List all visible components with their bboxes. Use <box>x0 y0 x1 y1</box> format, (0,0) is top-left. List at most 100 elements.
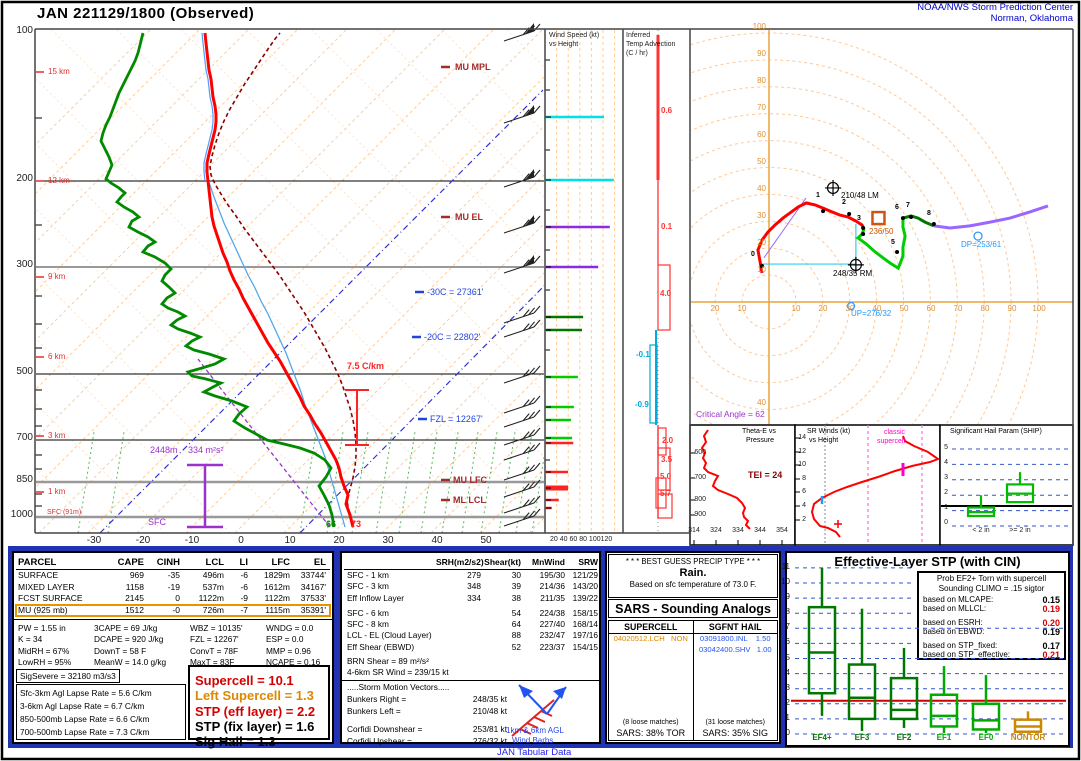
annotation-minus30c: -30C = 27361' <box>427 287 484 297</box>
annotation-eff-srh: 334 m²s² <box>188 445 224 455</box>
sars-hail-loose-matches: (31 loose matches) <box>705 719 766 726</box>
prob-header-1: Prob EF2+ Torn with supercell <box>936 574 1047 583</box>
annotation-eff-depth: 2448m <box>150 445 178 455</box>
sars-hail-match[interactable]: 03042400.SHV 1.00 <box>698 644 772 654</box>
annotation-lapse-rate: 7.5 C/km <box>347 361 385 371</box>
thetae-x-344: 344 <box>754 527 766 534</box>
prob-row-ebwd: based on EBWD: 0.19 <box>923 626 1060 637</box>
parcel-row-mu-highlighted: MU (925 mb) 1512 -0 726m -7 1115m 35391' <box>15 603 331 617</box>
adv-value-7: 3.5 <box>661 455 673 464</box>
hodo-h-90: 90 <box>1007 304 1017 313</box>
temp-label-20: 20 <box>333 535 345 546</box>
divider <box>14 619 332 620</box>
supercell-composite: Supercell = 10.1 <box>195 673 294 688</box>
hodo-v-40: 40 <box>757 184 766 193</box>
srh-row-eff-inflow: Eff Inflow Layer 334 38 211/35 139/22 <box>347 592 598 603</box>
wind-panel-title-1: Wind Speed (kt) <box>549 32 600 39</box>
tabular-data-link[interactable]: JAN Tabular Data <box>497 747 572 758</box>
sars-columns: SUPERCELL 04020512.LCH NON (8 loose matc… <box>608 620 778 741</box>
sig-severe-value: SigSevere = 32180 m3/s3 <box>16 669 120 683</box>
precip-header: * * * BEST GUESS PRECIP TYPE * * * <box>625 557 761 566</box>
adv-value-2: 0.1 <box>661 222 673 231</box>
hodo-pt-1: 1 <box>816 192 820 199</box>
hodo-h-L10: 10 <box>737 304 747 313</box>
stp-eff-layer: STP (eff layer) = 2.2 <box>195 703 316 719</box>
height-label-3km: 3 km <box>48 431 66 440</box>
temp-label--30: -30 <box>86 535 102 546</box>
annotation-minus20c: -20C = 22802' <box>424 332 481 342</box>
composite-indices-box: Supercell = 10.1 Left Supercell = 1.3 ST… <box>188 665 330 749</box>
skewt-annotations <box>35 65 450 529</box>
ship-y-0: 0 <box>944 519 948 526</box>
precip-note: Based on sfc temperature of 73.0 F. <box>629 580 757 589</box>
kinematics-panel: SRH(m2/s2) Shear(kt) MnWind SRW SFC - 1 km 2… <box>340 551 601 745</box>
ship-cat-2: >= 2 in <box>1009 527 1031 534</box>
sars-supercell-probability: SARS: 38% TOR <box>616 728 686 738</box>
brn-shear-value: BRN Shear = 89 m²/s² <box>347 656 429 666</box>
hodo-h-100: 100 <box>1032 304 1046 313</box>
srh-row-cloud-layer: LCL - EL (Cloud Layer) 88 232/47 197/16 <box>347 630 598 641</box>
srh-row-3km: SFC - 3 km 348 39 214/36 143/20 <box>347 581 598 592</box>
sars-supercell-match[interactable]: 04020512.LCH NON <box>613 634 688 643</box>
sars-hail-probability: SARS: 35% SIG <box>702 728 769 738</box>
srw-h-2: 2 <box>802 516 806 523</box>
adv-value-3: 4.0 <box>660 289 672 298</box>
adv-value-9: 5.7 <box>660 489 672 498</box>
thermo-col-1: PW = 1.55 in K = 34 MidRH = 67% LowRH = 95% <box>18 623 72 668</box>
advection-panel <box>649 30 673 533</box>
parcel-row-fcst-surface: FCST SURFACE 2145 0 1122m -9 1122m 37533' <box>18 593 326 603</box>
annotation-sfc-purple: SFC <box>148 517 166 527</box>
thetae-p-600: 600 <box>694 449 706 456</box>
srw-h-12: 12 <box>798 448 806 455</box>
height-label-1km: 1 km <box>48 487 66 496</box>
sars-hail-match[interactable]: 03091800.INL 1.50 <box>699 634 771 643</box>
sars-hail-column: SGFNT HAIL 03091800.INL 1.50 03042400.SH… <box>692 621 777 740</box>
ship-y-1: 1 <box>944 504 948 511</box>
bunkers-left-row: Bunkers Left = 210/48 kt <box>347 706 507 716</box>
ship-y-3: 3 <box>944 474 948 481</box>
hodo-v-60: 60 <box>757 130 766 139</box>
left-supercell-composite: Left Supercell = 1.3 <box>195 688 314 704</box>
parcel-header-row: PARCEL CAPE CINH LCL LI LFC EL <box>16 556 330 570</box>
ship-cat-1: < 2 in <box>972 527 990 534</box>
wind-axis-labels: 20 40 60 80 100120 <box>550 536 613 543</box>
srw-h-6: 6 <box>802 488 806 495</box>
adv-value-8: 5.0 <box>660 472 672 481</box>
pressure-label-100: 100 <box>16 25 33 36</box>
page-title: JAN 221129/1800 (Observed) <box>37 5 255 22</box>
ship-title: Significant Hail Param (SHIP) <box>950 428 1042 435</box>
srh-row-eff-shear: Eff Shear (EBWD) 52 223/37 154/15 <box>347 641 598 652</box>
ship-y-4: 4 <box>944 459 948 466</box>
hodo-user-motion: 236/50 <box>869 227 894 236</box>
thetae-x-314: 314 <box>688 527 700 534</box>
annotation-fzl: FZL = 12267' <box>430 414 483 424</box>
thetae-x-334: 334 <box>732 527 744 534</box>
thetae-p-900: 900 <box>694 511 706 518</box>
lapse-rates-box: Sfc-3km Agl Lapse Rate = 5.6 C/km 3-6km … <box>16 684 186 740</box>
hodograph <box>691 30 1073 424</box>
pressure-label-300: 300 <box>16 259 33 270</box>
srh-row-6km: SFC - 6 km 54 224/38 158/15 <box>347 607 598 618</box>
thetae-title-1: Theta-E vs <box>742 428 776 435</box>
wind-speed-panel <box>545 30 616 533</box>
precip-type-box: * * * BEST GUESS PRECIP TYPE * * * Rain.… <box>608 554 778 598</box>
hodo-pt-3: 3 <box>857 215 861 222</box>
pressure-label-500: 500 <box>16 366 33 377</box>
temp-label-40: 40 <box>431 535 443 546</box>
thermo-indices-grid: PW = 1.55 in K = 34 MidRH = 67% LowRH = 95%… <box>18 623 328 669</box>
sars-hail-header: SGFNT HAIL <box>693 621 777 634</box>
temp-label-30: 30 <box>382 535 394 546</box>
surface-temp-f: 73 <box>350 519 362 529</box>
hodo-dp-label: DP=253/61 <box>961 240 1002 249</box>
adv-value-6: 2.0 <box>662 436 674 445</box>
bunkers-right-row: Bunkers Right = 248/35 kt <box>347 694 507 704</box>
ship-y-5: 5 <box>944 444 948 451</box>
skewt-profiles <box>99 32 357 528</box>
hodo-h-40: 40 <box>872 304 882 313</box>
hodo-v-30: 30 <box>757 211 766 220</box>
temp-label-50: 50 <box>480 535 492 546</box>
annotation-mu-el: MU EL <box>455 212 483 222</box>
temp-label--20: -20 <box>135 535 151 546</box>
hodo-h-50: 50 <box>899 304 909 313</box>
hodo-h-10: 10 <box>791 304 801 313</box>
